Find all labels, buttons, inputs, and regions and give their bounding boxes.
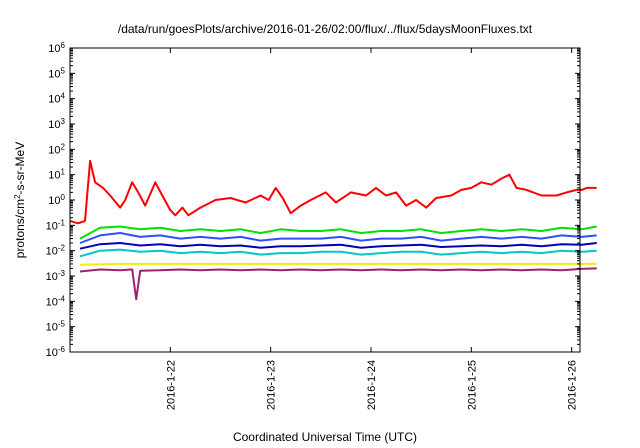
y-tick-label-exp: -6 (58, 345, 66, 354)
y-tick-label: 10-6 (46, 345, 66, 360)
y-tick-label: 102 (48, 142, 65, 157)
y-tick-label: 105 (48, 66, 65, 81)
series-line-7 (79, 267, 597, 301)
y-tick-label-exp: -2 (58, 243, 66, 252)
x-tick-label: 2016-1-24 (366, 360, 378, 410)
y-tick-label-base: 10 (46, 220, 58, 232)
y-tick-label-exp: 0 (61, 193, 66, 202)
y-tick-label-exp: 6 (61, 41, 66, 50)
y-tick-label-exp: 5 (61, 66, 66, 75)
y-tick-label-exp: 3 (61, 117, 66, 126)
y-tick-label-exp: -3 (58, 269, 66, 278)
y-tick-label: 10-4 (46, 294, 66, 309)
x-tick-label: 2016-1-22 (165, 360, 177, 410)
y-tick-label: 10-5 (46, 319, 66, 334)
y-tick-label-base: 10 (48, 195, 60, 207)
y-axis-label-part: protons/cm (13, 199, 27, 258)
series-line-4 (79, 242, 597, 250)
axes-layer: 10-610-510-410-310-210-11001011021031041… (46, 41, 581, 410)
series-line-6 (79, 262, 597, 266)
y-tick-label-base: 10 (46, 347, 58, 359)
x-axis-label: Coordinated Universal Time (UTC) (233, 430, 417, 444)
plot-frame (69, 47, 581, 353)
y-tick-label-base: 10 (48, 94, 60, 106)
y-tick-label-base: 10 (48, 68, 60, 80)
y-tick-label-base: 10 (48, 43, 60, 55)
y-tick-label-base: 10 (48, 119, 60, 131)
series-line-3 (79, 232, 597, 244)
y-tick-label-base: 10 (46, 322, 58, 334)
y-axis-label-part: -s-sr-MeV (13, 142, 27, 195)
y-tick-label-base: 10 (48, 170, 60, 182)
y-axis-label-text: protons/cm2-s-sr-MeV (13, 142, 28, 258)
y-tick-label: 100 (48, 193, 65, 208)
series-line-1 (69, 159, 597, 225)
y-axis-label-sup: 2 (13, 194, 22, 199)
y-tick-label: 10-2 (46, 243, 66, 258)
y-tick-label: 101 (48, 167, 65, 182)
y-tick-label-exp: 2 (61, 142, 66, 151)
y-tick-label: 10-1 (46, 218, 66, 233)
y-tick-label-exp: 4 (61, 91, 66, 100)
chart-title: /data/run/goesPlots/archive/2016-01-26/0… (118, 22, 533, 36)
y-tick-label-base: 10 (46, 296, 58, 308)
y-tick-label-exp: -5 (58, 319, 66, 328)
series-line-5 (79, 248, 597, 258)
y-tick-label-exp: -1 (58, 218, 66, 227)
y-tick-label: 103 (48, 117, 65, 132)
series-layer (69, 159, 597, 301)
y-tick-label: 106 (48, 41, 65, 56)
y-tick-label-base: 10 (46, 271, 58, 283)
y-tick-label-exp: 1 (61, 167, 66, 176)
y-tick-label: 10-3 (46, 269, 66, 284)
x-tick-label: 2016-1-23 (266, 360, 278, 410)
x-tick-label: 2016-1-26 (567, 360, 579, 410)
y-tick-label: 104 (48, 91, 65, 106)
y-tick-label-base: 10 (46, 246, 58, 258)
y-tick-label-exp: -4 (58, 294, 66, 303)
x-tick-label: 2016-1-25 (466, 360, 478, 410)
y-axis-label: protons/cm2-s-sr-MeV (13, 142, 28, 258)
series-line-2 (79, 225, 597, 240)
y-tick-label-base: 10 (48, 144, 60, 156)
